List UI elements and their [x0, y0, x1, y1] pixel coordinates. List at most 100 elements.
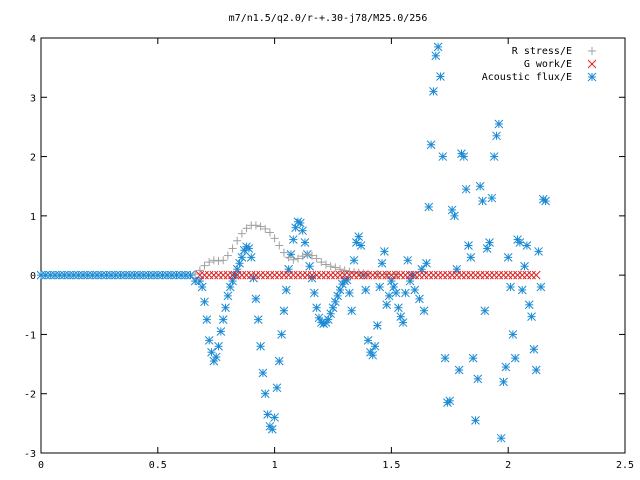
- data-point: [354, 232, 364, 241]
- data-point: [361, 285, 371, 295]
- data-point: [270, 234, 279, 243]
- data-point: [468, 353, 478, 363]
- data-point: [531, 365, 541, 375]
- chart-title: m7/n1.5/q2.0/r-+.30-j78/M25.0/256: [229, 13, 428, 24]
- data-point: [279, 306, 289, 316]
- data-point: [321, 260, 330, 269]
- data-point: [256, 222, 265, 231]
- data-point: [298, 252, 307, 261]
- plot-border: [40, 37, 626, 454]
- data-point: [274, 356, 284, 366]
- y-tick-label: 4: [30, 34, 36, 45]
- data-point: [520, 261, 529, 271]
- data-point: [237, 253, 247, 262]
- data-point: [403, 255, 413, 265]
- data-point: [221, 303, 230, 313]
- series-layer: [36, 42, 550, 443]
- data-point: [256, 341, 265, 351]
- data-point: [317, 258, 326, 267]
- data-point: [424, 202, 434, 212]
- data-point: [344, 288, 354, 298]
- legend-label: R stress/E: [512, 46, 572, 57]
- data-point: [480, 306, 490, 316]
- data-point: [279, 248, 288, 257]
- data-point: [277, 330, 286, 339]
- data-point: [429, 87, 438, 96]
- data-point: [466, 253, 476, 262]
- data-point: [433, 42, 443, 52]
- data-point: [459, 152, 469, 161]
- data-point: [380, 247, 389, 256]
- data-point: [391, 288, 401, 298]
- legend-marker: [588, 47, 596, 55]
- data-point: [191, 269, 200, 278]
- data-point: [204, 336, 214, 345]
- data-point: [326, 262, 335, 271]
- data-point: [438, 152, 448, 161]
- series-plus: [191, 221, 401, 279]
- data-point: [219, 256, 228, 265]
- data-point: [496, 433, 506, 443]
- data-point: [349, 255, 359, 265]
- data-point: [347, 306, 357, 316]
- data-point: [303, 250, 312, 259]
- x-tick-label: 1.5: [382, 460, 400, 471]
- data-point: [368, 350, 378, 360]
- data-point: [485, 238, 494, 247]
- data-point: [431, 51, 441, 61]
- data-point: [263, 410, 272, 419]
- data-point: [373, 321, 382, 330]
- data-point: [489, 152, 499, 161]
- data-point: [309, 288, 319, 298]
- series-star: [36, 42, 550, 443]
- data-point: [494, 119, 504, 129]
- data-point: [260, 389, 270, 399]
- data-point: [253, 315, 263, 324]
- legend-marker: [587, 59, 597, 69]
- data-point: [527, 312, 536, 321]
- data-point: [473, 374, 483, 384]
- x-tick-label: 0: [38, 460, 44, 471]
- data-point: [450, 211, 459, 221]
- data-point: [487, 193, 497, 203]
- data-point: [398, 318, 408, 327]
- data-point: [195, 266, 204, 275]
- data-point: [401, 288, 410, 298]
- data-point: [515, 238, 525, 247]
- data-point: [331, 263, 340, 272]
- data-point: [426, 140, 436, 150]
- data-point: [312, 254, 321, 263]
- y-tick-label: -3: [24, 449, 36, 460]
- data-point: [228, 244, 237, 253]
- data-point: [363, 336, 373, 345]
- legend: R stress/E G work/E Acoustic flux/E: [482, 46, 597, 83]
- y-tick-label: 3: [30, 93, 36, 104]
- data-point: [461, 184, 471, 194]
- data-point: [293, 254, 302, 263]
- data-point: [340, 266, 349, 275]
- data-point: [209, 256, 218, 265]
- data-point: [522, 241, 532, 250]
- data-point: [382, 300, 392, 310]
- data-point: [336, 265, 345, 274]
- y-tick-label: -1: [24, 330, 36, 341]
- legend-marker: [587, 72, 597, 82]
- data-point: [499, 377, 508, 387]
- data-point: [464, 241, 473, 250]
- data-point: [364, 269, 373, 278]
- y-tick-label: -2: [24, 390, 36, 401]
- x-tick-label: 2: [505, 460, 511, 471]
- y-tick-label: 2: [30, 153, 36, 164]
- data-point: [202, 315, 212, 324]
- data-point: [300, 238, 310, 247]
- data-point: [415, 294, 424, 304]
- data-point: [307, 251, 316, 260]
- y-tick-label: 1: [30, 212, 36, 223]
- data-point: [218, 315, 228, 324]
- data-point: [186, 270, 195, 280]
- data-point: [541, 196, 550, 206]
- data-point: [356, 241, 366, 250]
- legend-label: Acoustic flux/E: [482, 72, 572, 83]
- data-point: [211, 352, 221, 362]
